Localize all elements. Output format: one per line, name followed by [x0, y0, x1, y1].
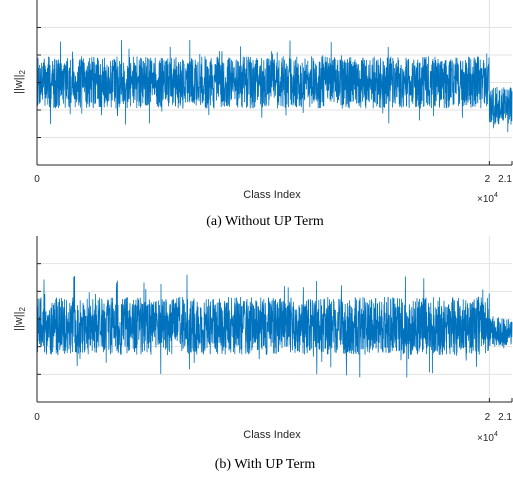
y-axis-label-a: ||w||2 [13, 70, 27, 94]
x-multiplier-b: ×104 [477, 431, 498, 444]
x-tick-label: 2 [485, 174, 491, 185]
y-axis-label-a-main: ||w|| [13, 75, 25, 94]
axes-frame-b [36, 236, 512, 403]
y-axis-label-b: ||w||2 [13, 307, 27, 331]
panel-b: 0 2 2.1 ||w||2 Class Index ×104 (b) With U… [13, 236, 513, 472]
x-multiplier-b-exp: 4 [494, 431, 498, 438]
x-multiplier-b-base: ×10 [477, 433, 494, 444]
y-axis-label-b-main: ||w|| [13, 312, 25, 331]
x-tick-label: 0 [34, 174, 40, 185]
caption-b: (b) With UP Term [215, 457, 316, 472]
x-tick-label: 0 [34, 412, 40, 423]
x-multiplier-a-exp: 4 [494, 192, 498, 199]
panel-a: 0 2 2.1 ||w||2 Class Index ×104 (a) Withou… [13, 0, 513, 229]
x-multiplier-a: ×104 [477, 192, 498, 205]
series-line-a [36, 40, 513, 133]
y-axis-label-a-sub: 2 [18, 70, 27, 75]
caption-a: (a) Without UP Term [206, 214, 324, 229]
series-line-b [36, 274, 513, 378]
x-axis-label-a: Class Index [243, 189, 301, 201]
x-ticks-a: 0 2 2.1 [34, 161, 513, 185]
x-ticks-b: 0 2 2.1 [34, 398, 513, 423]
x-tick-label: 2.1 [498, 412, 512, 423]
x-tick-label: 2 [485, 412, 491, 423]
x-multiplier-a-base: ×10 [477, 194, 494, 205]
x-axis-label-b: Class Index [243, 429, 301, 441]
x-tick-label: 2.1 [498, 174, 512, 185]
axes-frame-a [36, 0, 512, 166]
y-axis-label-b-sub: 2 [18, 307, 27, 312]
